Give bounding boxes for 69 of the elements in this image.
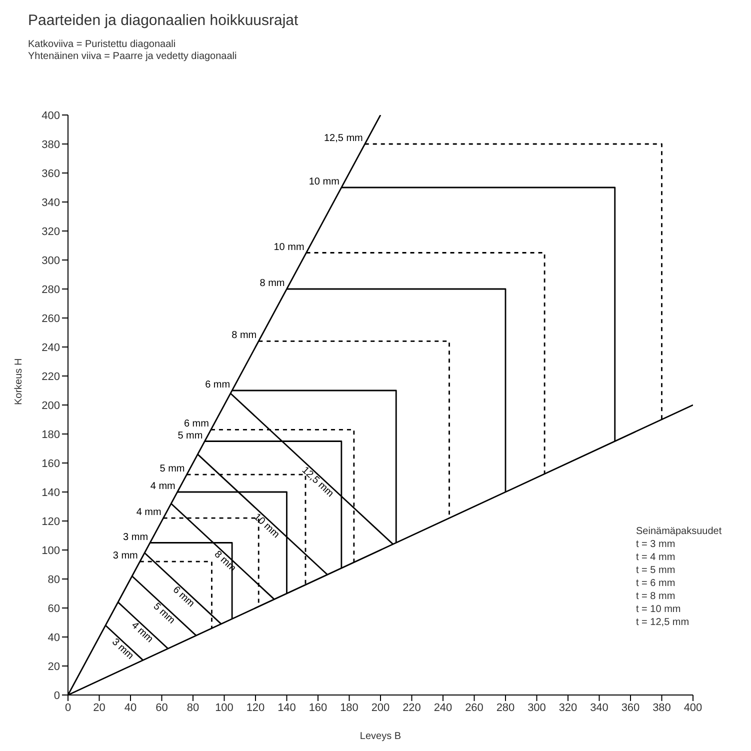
x-tick-label: 280 bbox=[496, 702, 515, 714]
annotation: t = 4 mm bbox=[636, 551, 676, 564]
series-label: 10 mm bbox=[308, 176, 340, 188]
y-tick-label: 180 bbox=[42, 428, 60, 441]
x-tick-label: 320 bbox=[558, 702, 578, 714]
y-tick-label: 400 bbox=[42, 110, 60, 122]
x-tick-label: 240 bbox=[434, 702, 452, 714]
chart-subtitle: Katkoviiva = Puristettu diagonaali Yhtenäinen viiva = Paarre ja vedetty diagonaali bbox=[28, 39, 238, 63]
y-tick-label: 200 bbox=[42, 400, 60, 412]
y-tick-label: 160 bbox=[42, 458, 60, 470]
annotation: t = 10 mm bbox=[636, 603, 682, 616]
x-tick-label: 20 bbox=[93, 702, 106, 714]
series-label: 4 mm bbox=[150, 481, 176, 492]
x-tick-label: 180 bbox=[340, 702, 358, 714]
x-tick-label: 380 bbox=[652, 702, 671, 714]
series-label: 10 mm bbox=[274, 242, 304, 253]
x-tick-label: 400 bbox=[684, 702, 702, 714]
y-tick-label: 260 bbox=[42, 312, 60, 325]
x-tick-label: 80 bbox=[186, 702, 200, 714]
x-tick-label: 160 bbox=[308, 702, 328, 714]
series-label: 5 mm bbox=[160, 464, 185, 475]
y-tick-label: 0 bbox=[54, 690, 60, 702]
x-tick-label: 200 bbox=[371, 702, 390, 714]
series-label: 3 mm bbox=[112, 550, 138, 562]
x-tick-label: 260 bbox=[465, 702, 484, 714]
series-label: 3 mm bbox=[123, 532, 148, 543]
chart-title: Paarteiden ja diagonaalien hoikkuusrajat bbox=[28, 11, 300, 29]
x-axis-title: Leveys B bbox=[360, 731, 402, 742]
annotation: Seinämäpaksuudet bbox=[636, 525, 722, 538]
text: 12,5 mm bbox=[299, 464, 336, 500]
x-tick-label: 40 bbox=[124, 702, 137, 714]
y-tick-label: 60 bbox=[48, 602, 60, 615]
y-axis-title: Korkeus H bbox=[14, 358, 25, 405]
x-tick-label: 60 bbox=[156, 702, 168, 714]
y-tick-label: 300 bbox=[42, 254, 60, 267]
y-tick-label: 360 bbox=[42, 168, 60, 180]
y-tick-label: 140 bbox=[42, 486, 60, 499]
y-tick-label: 40 bbox=[48, 632, 60, 644]
y-tick-label: 280 bbox=[42, 284, 60, 296]
annotation: t = 12,5 mm bbox=[636, 616, 690, 629]
y-tick-label: 80 bbox=[48, 574, 60, 586]
y-tick-label: 320 bbox=[42, 226, 60, 238]
text: 10 mm bbox=[251, 512, 282, 540]
annotation: t = 5 mm bbox=[636, 564, 676, 577]
x-tick-label: 140 bbox=[278, 702, 296, 714]
x-tick-label: 0 bbox=[64, 702, 72, 714]
y-tick-label: 100 bbox=[42, 544, 60, 557]
series-label: 6 mm bbox=[184, 418, 209, 430]
y-tick-label: 120 bbox=[42, 516, 60, 528]
series-label: 8 mm bbox=[260, 278, 285, 289]
x-tick-label: 220 bbox=[402, 702, 421, 714]
y-tick-label: 240 bbox=[42, 342, 60, 354]
series-label: 4 mm bbox=[136, 507, 162, 518]
y-tick-label: 340 bbox=[42, 196, 60, 209]
x-tick-label: 360 bbox=[621, 702, 640, 714]
series-label: 12,5 mm bbox=[324, 133, 363, 144]
x-tick-label: 300 bbox=[528, 702, 546, 714]
y-tick-label: 220 bbox=[42, 370, 60, 383]
y-tick-label: 20 bbox=[48, 660, 60, 673]
annotation: t = 8 mm bbox=[636, 590, 676, 603]
series-label: 8 mm bbox=[232, 330, 257, 342]
annotation: t = 6 mm bbox=[636, 577, 676, 590]
y-tick-label: 380 bbox=[42, 138, 60, 151]
series-label: 5 mm bbox=[178, 430, 203, 442]
annotation: t = 3 mm bbox=[636, 538, 676, 551]
series-label: 6 mm bbox=[205, 380, 230, 390]
x-tick-label: 120 bbox=[246, 702, 265, 714]
x-tick-label: 340 bbox=[590, 702, 608, 714]
x-tick-label: 100 bbox=[215, 702, 234, 714]
